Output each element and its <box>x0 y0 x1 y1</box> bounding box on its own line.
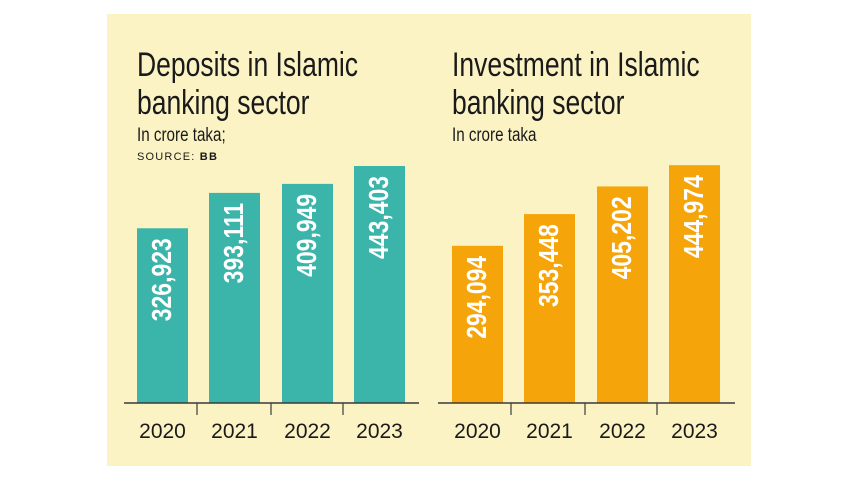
investment-category-label-2023: 2023 <box>671 420 718 443</box>
investment-title-line-1: Investment in Islamic <box>452 46 700 84</box>
investment-value-label-2020: 294,094 <box>462 255 493 339</box>
deposits-chart-title: Deposits in Islamic banking sector <box>137 46 358 122</box>
investment-bar-2023 <box>669 165 720 403</box>
deposits-value-label-2023: 443,403 <box>364 176 395 259</box>
deposits-category-label-2023: 2023 <box>356 420 403 443</box>
investment-title-line-2: banking sector <box>452 84 625 122</box>
deposits-title-line-2: banking sector <box>137 84 310 122</box>
deposits-title-line-1: Deposits in Islamic <box>137 46 359 84</box>
deposits-category-label-2021: 2021 <box>211 420 258 443</box>
deposits-value-label-2021: 393,111 <box>219 203 250 283</box>
deposits-category-label-2022: 2022 <box>284 420 331 443</box>
deposits-bar-2020 <box>137 228 188 403</box>
deposits-bar-2022 <box>282 183 333 403</box>
deposits-bar-2021 <box>209 192 260 403</box>
investment-bar-2021 <box>524 214 575 403</box>
investment-chart-title: Investment in Islamic banking sector <box>452 46 700 122</box>
deposits-value-label-2022: 409,949 <box>292 194 323 277</box>
investment-chart-subtitle: In crore taka <box>452 125 537 146</box>
investment-bar-2020 <box>452 245 503 403</box>
deposits-bar-2023 <box>354 166 405 403</box>
investment-category-label-2020: 2020 <box>454 420 501 443</box>
investment-value-label-2023: 444,974 <box>679 174 710 258</box>
deposits-category-label-2020: 2020 <box>139 420 186 443</box>
investment-value-label-2021: 353,448 <box>534 224 565 307</box>
investment-category-label-2022: 2022 <box>599 420 646 443</box>
source-value: BB <box>199 151 219 163</box>
investment-value-label-2022: 405,202 <box>607 196 638 279</box>
deposits-chart-subtitle: In crore taka; <box>137 125 226 146</box>
source-note: SOURCE: BB <box>137 151 218 163</box>
source-label: SOURCE: <box>137 151 196 163</box>
investment-category-label-2021: 2021 <box>526 420 573 443</box>
investment-bar-2022 <box>597 186 648 403</box>
deposits-value-label-2020: 326,923 <box>147 238 178 321</box>
